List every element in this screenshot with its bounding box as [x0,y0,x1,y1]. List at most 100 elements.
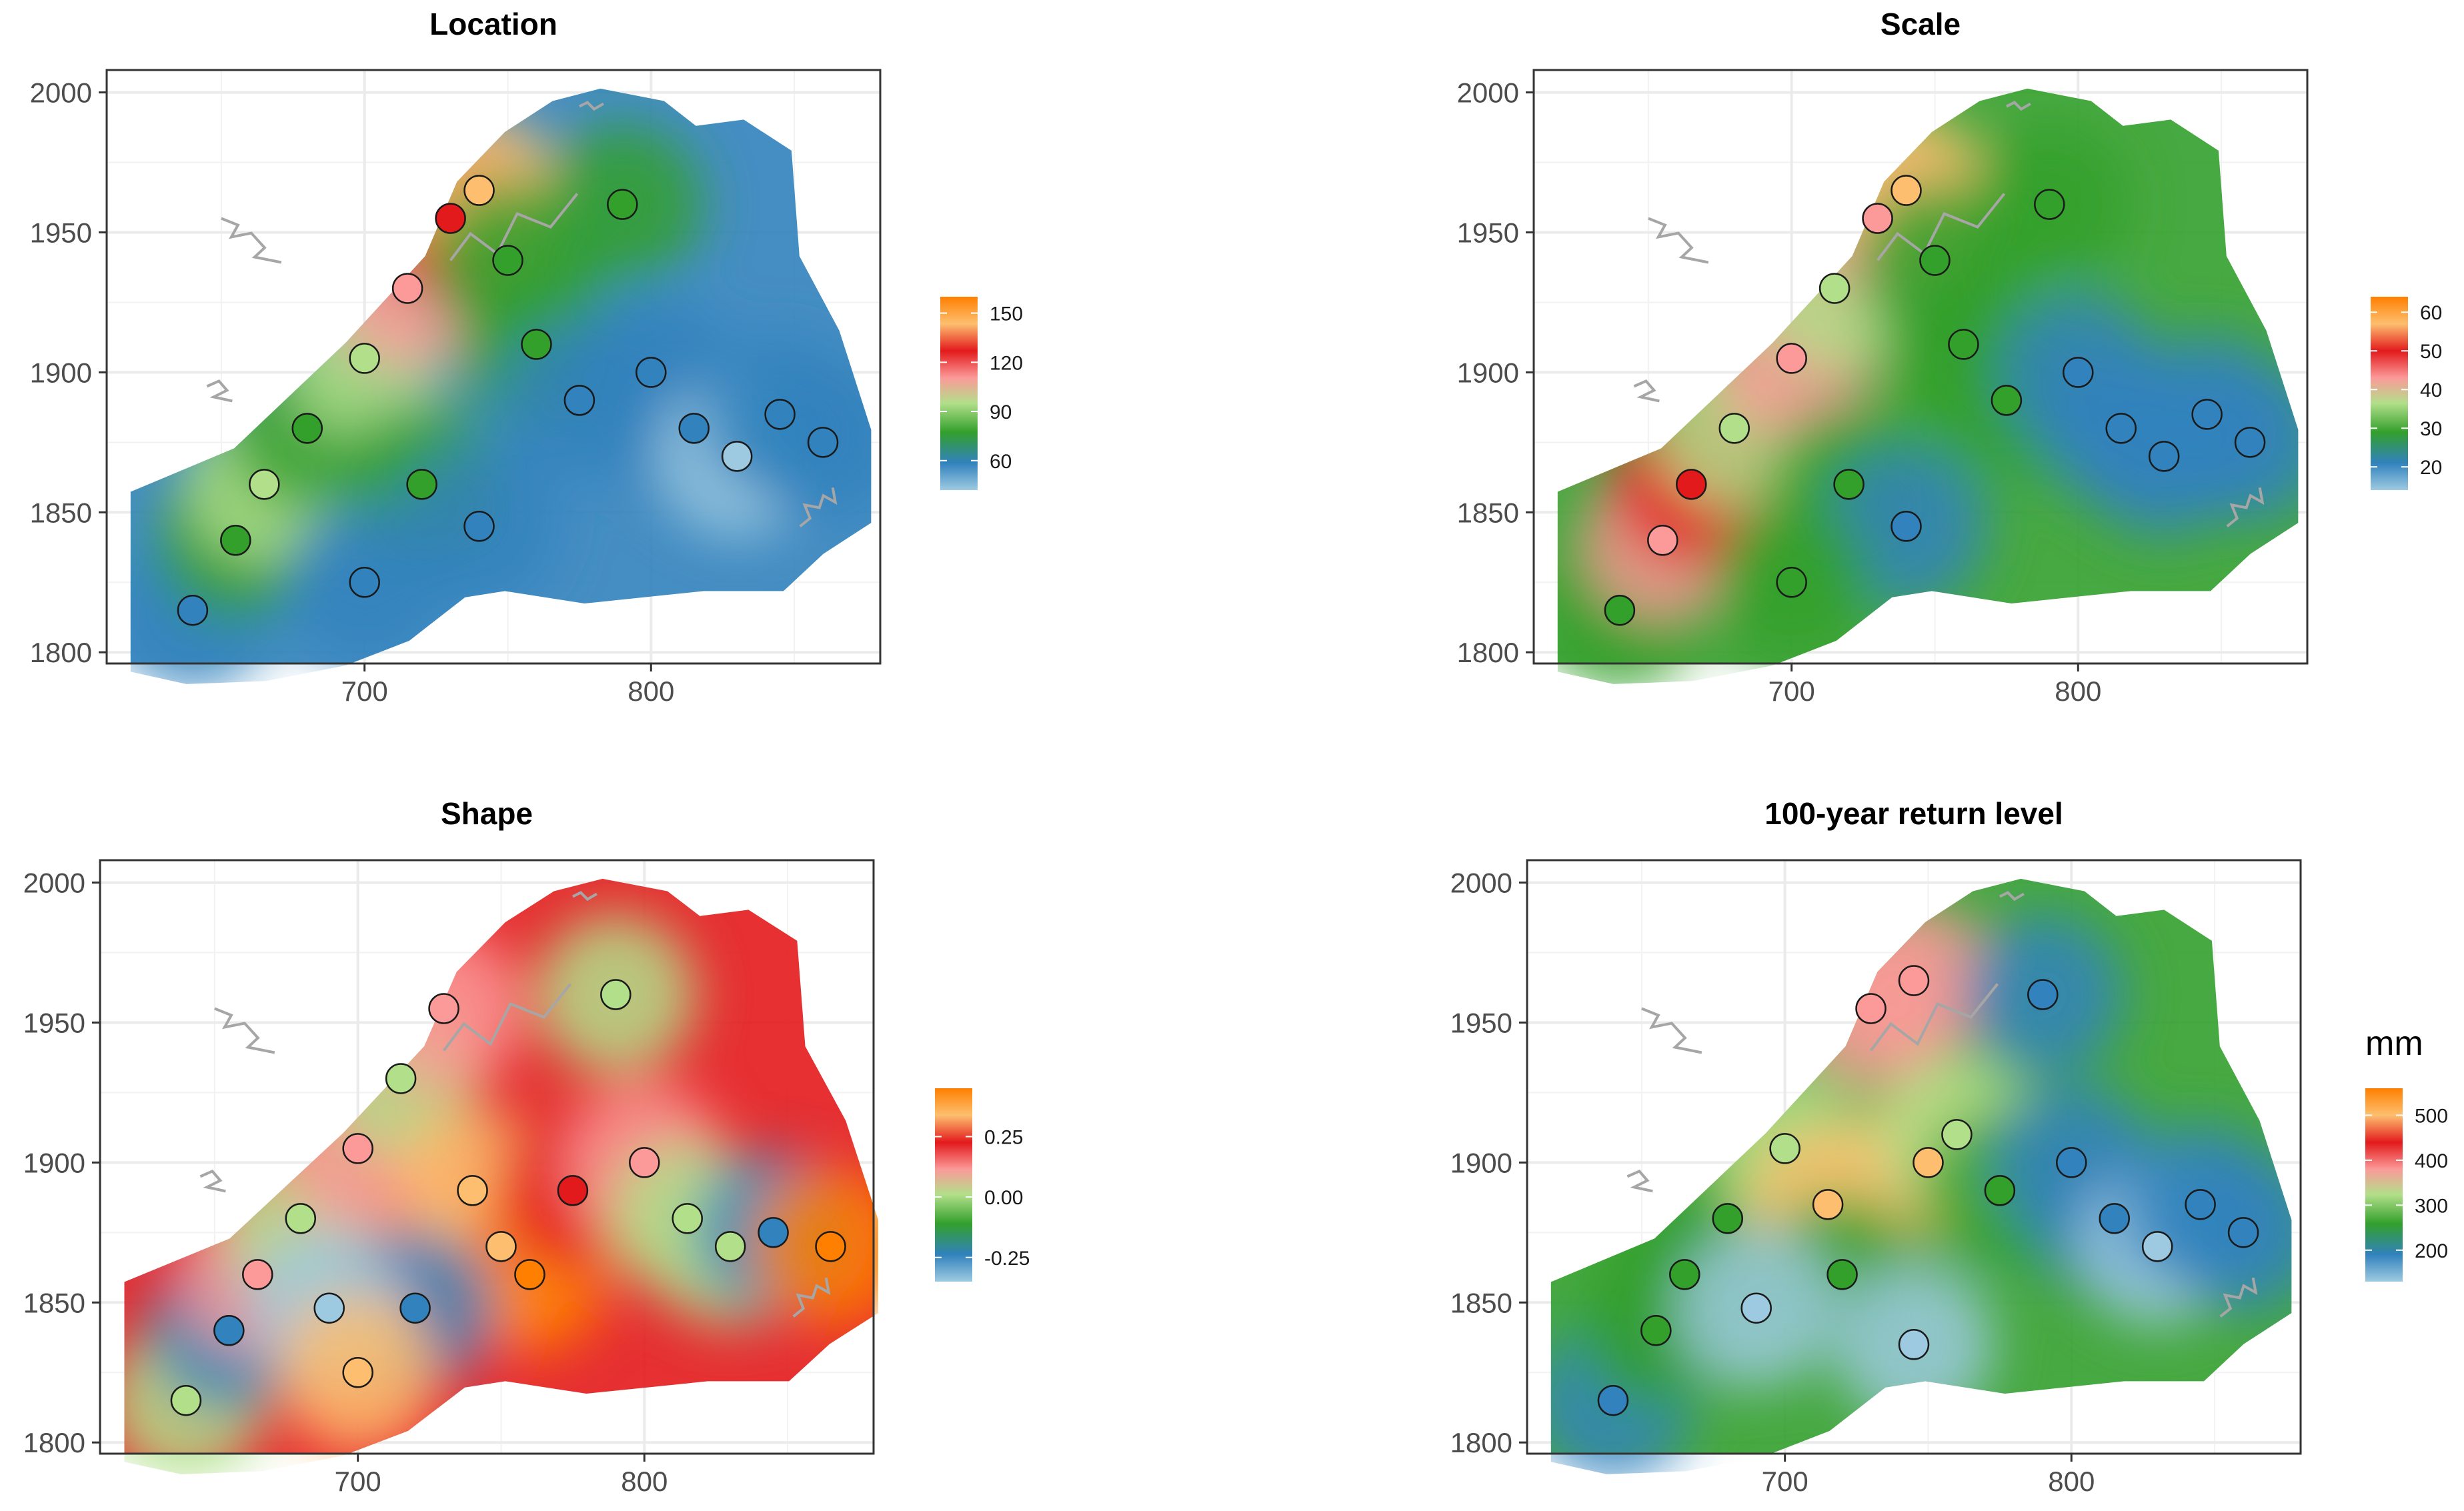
station-point [2099,1203,2130,1234]
coastline-path [1626,1169,1653,1193]
coastline-path [799,487,838,527]
station-point [428,993,459,1024]
legend-colorbar [2371,297,2408,490]
legend-tick-label: 300 [2415,1195,2448,1217]
station-point [249,469,280,500]
legend-tick-label: 200 [2415,1240,2448,1262]
legend-tick-label: 0.25 [984,1127,1023,1149]
station-point [1776,343,1807,374]
coastline-path [214,1007,275,1054]
legend-tick-label: 500 [2415,1105,2448,1127]
station-point [1913,1147,1944,1178]
y-tick-label: 1900 [23,1147,85,1178]
coastline [1626,891,2258,1318]
station-point [1984,1175,2016,1206]
station-point [1812,1189,1844,1220]
panel-3: Shape 700 800 1800 1850 1900 1950 2000 0.25 0.00 -… [23,796,1030,1497]
station-point [629,1147,660,1178]
station-point [220,525,251,556]
legend: 150 120 90 60 [940,297,1023,490]
panel-title: 100-year return level [1764,796,2063,831]
panel-title: Shape [441,796,533,831]
legend-tick-label: 150 [990,303,1023,325]
legend-tick-label: 60 [990,451,1012,473]
station-point [1855,993,1887,1024]
legend-tick-label: 0.00 [984,1187,1023,1209]
station-point [2141,1231,2173,1262]
y-tick-label: 1850 [23,1287,85,1318]
coastline-path [1999,891,2025,902]
panel-border [1526,859,2302,1455]
station-point [2191,399,2223,430]
coastline [206,101,838,527]
legend-tick-label: 50 [2420,341,2442,363]
station-point [1891,511,1922,542]
station-point [391,273,423,304]
station-point [342,1133,373,1164]
y-tick-label: 2000 [23,868,85,899]
station-point [349,567,380,598]
station-point [514,1259,545,1290]
station-point [2234,427,2266,458]
station-point [2056,1147,2087,1178]
station-point [563,385,595,416]
station-point [463,175,495,206]
station-point [521,329,552,360]
station-point [2027,979,2059,1010]
station-point [242,1259,273,1290]
station-point [285,1203,316,1234]
y-tick-label: 1900 [30,357,92,388]
coastline-path [792,1277,831,1318]
panel-4: 100-year return level 700 800 1800 1850 1900 1… [1450,796,2449,1497]
legend-tick-label: 20 [2420,457,2442,479]
station-point [2185,1189,2216,1220]
coastline-path [2005,101,2031,111]
x-tick-label: 800 [2055,675,2101,707]
x-tick-label: 800 [628,675,674,707]
y-tick-label: 1950 [30,217,92,248]
station-point [1862,203,1893,234]
legend-tick-label: 40 [2420,379,2442,401]
coastline-path [1648,217,1709,264]
legend-tick-label: 90 [990,401,1012,423]
station-point [607,189,638,220]
panel-border [1532,69,2309,665]
station-point [385,1063,417,1094]
station-point [1826,1259,1858,1290]
station-point [457,1175,488,1206]
station-point [678,413,710,444]
x-tick-label: 700 [341,675,388,707]
station-point [714,1231,746,1262]
y-tick-label: 1800 [30,637,92,668]
station-point [1640,1315,1672,1346]
station-point [1898,1329,1930,1360]
station-point [492,245,523,276]
station-point [815,1231,846,1262]
station-point [1833,469,1865,500]
station-markers [177,175,839,626]
station-point [485,1231,517,1262]
legend-colorbar [2365,1088,2403,1282]
legend-colorbar [935,1088,972,1282]
panel-title: Location [429,7,557,41]
station-markers [1597,965,2259,1416]
x-tick-label: 700 [1762,1466,1808,1497]
y-tick-label: 1950 [1450,1007,1512,1038]
coastline-path [578,101,604,111]
station-point [672,1203,703,1234]
axes: 700 800 1800 1850 1900 1950 2000 [1450,868,2095,1497]
station-point [170,1384,202,1416]
y-tick-label: 1800 [23,1427,85,1458]
station-point [2105,413,2137,444]
station-point [721,441,753,472]
station-point [349,343,380,374]
legend-colorbar [940,297,978,490]
station-point [1718,413,1750,444]
station-point [600,979,632,1010]
station-point [2063,357,2094,388]
legend: 60 50 40 30 20 [2371,297,2442,490]
y-tick-label: 2000 [30,77,92,109]
station-point [342,1357,373,1388]
axes: 700 800 1800 1850 1900 1950 2000 [23,868,668,1497]
y-tick-label: 1800 [1450,1427,1512,1458]
